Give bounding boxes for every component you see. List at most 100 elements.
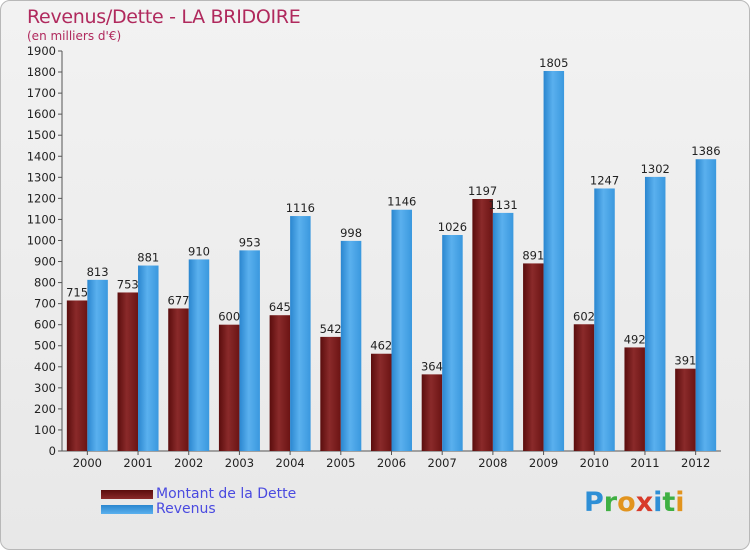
bar-revenus	[87, 279, 108, 451]
x-tick-label: 2007	[428, 456, 457, 470]
x-tick-label: 2000	[73, 456, 102, 470]
bar-revenus	[239, 250, 260, 451]
bar-revenus	[391, 209, 412, 451]
bar-dette	[624, 347, 645, 451]
logo-letter: i	[653, 487, 663, 518]
bar-dette	[117, 292, 139, 451]
data-label-dette: 364	[421, 359, 443, 373]
data-label-revenus: 1131	[488, 198, 517, 212]
data-label-dette: 753	[117, 277, 139, 291]
y-tick-label: 700	[34, 297, 56, 311]
bar-revenus	[492, 212, 514, 451]
data-label-revenus: 910	[188, 244, 210, 258]
y-tick-label: 300	[34, 381, 56, 395]
bar-dette	[573, 324, 595, 451]
bar-revenus	[543, 71, 565, 451]
y-tick-label: 1200	[27, 191, 56, 205]
data-label-dette: 602	[573, 309, 595, 323]
bar-dette	[523, 263, 544, 451]
logo-letter: o	[617, 487, 636, 518]
legend-label-revenus: Revenus	[156, 501, 216, 517]
data-label-revenus: 1116	[286, 201, 315, 215]
bar-revenus	[188, 259, 210, 451]
y-tick-label: 1300	[27, 170, 56, 184]
x-tick-label: 2005	[326, 456, 355, 470]
logo-letter: x	[635, 487, 654, 518]
logo-letter: i	[675, 487, 685, 518]
bar-revenus	[290, 216, 311, 451]
data-label-dette: 645	[269, 300, 291, 314]
chart-subtitle: (en milliers d'€)	[27, 29, 122, 43]
data-label-revenus: 1805	[539, 56, 568, 70]
data-label-dette: 542	[320, 322, 342, 336]
x-tick-label: 2004	[275, 456, 304, 470]
legend-label-dette: Montant de la Dette	[156, 486, 297, 502]
data-label-revenus: 998	[340, 226, 362, 240]
x-tick-label: 2008	[478, 456, 507, 470]
data-label-dette: 492	[624, 332, 646, 346]
x-tick-label: 2009	[529, 456, 558, 470]
data-label-dette: 1197	[468, 184, 497, 198]
data-label-revenus: 1146	[387, 195, 416, 209]
x-tick-label: 2002	[174, 456, 203, 470]
y-tick-label: 600	[34, 318, 56, 332]
x-tick-label: 2001	[123, 456, 152, 470]
y-tick-label: 1600	[27, 107, 56, 121]
bar-revenus	[695, 159, 717, 452]
bar-revenus	[442, 235, 463, 451]
x-tick-label: 2006	[377, 456, 406, 470]
chart-title: Revenus/Dette - LA BRIDOIRE	[27, 6, 301, 28]
y-tick-label: 1400	[27, 149, 56, 163]
x-tick-label: 2011	[630, 456, 659, 470]
y-tick-label: 0	[49, 444, 56, 458]
y-tick-label: 500	[34, 339, 56, 353]
bar-dette	[66, 300, 88, 451]
data-label-revenus: 1386	[691, 144, 720, 158]
y-tick-label: 1900	[27, 44, 56, 58]
data-label-revenus: 813	[87, 265, 109, 279]
logo-letter: t	[662, 487, 676, 518]
y-tick-label: 100	[34, 423, 56, 437]
logo-letter: P	[584, 487, 604, 518]
data-label-dette: 677	[168, 293, 190, 307]
data-label-dette: 600	[218, 310, 240, 324]
bar-dette	[675, 368, 696, 451]
proxiti-logo: Proxiti	[584, 487, 685, 518]
bar-dette	[218, 324, 240, 451]
bar-dette	[472, 199, 493, 451]
y-tick-label: 1100	[27, 212, 56, 226]
y-tick-label: 1700	[27, 86, 56, 100]
bar-revenus	[340, 240, 362, 451]
bar-dette	[371, 353, 392, 451]
y-tick-label: 800	[34, 276, 56, 290]
legend-swatch-dette	[101, 490, 153, 499]
data-label-dette: 715	[66, 285, 88, 299]
data-label-dette: 391	[674, 354, 696, 368]
x-tick-label: 2003	[225, 456, 254, 470]
y-tick-label: 1000	[27, 233, 56, 247]
y-tick-label: 200	[34, 402, 56, 416]
data-label-dette: 891	[522, 248, 544, 262]
legend-swatch-revenus	[101, 505, 153, 514]
data-label-revenus: 881	[137, 251, 159, 265]
data-label-revenus: 953	[239, 235, 261, 249]
bar-revenus	[644, 176, 666, 452]
y-tick-label: 1500	[27, 128, 56, 142]
bar-dette	[269, 315, 291, 451]
x-tick-label: 2010	[580, 456, 609, 470]
data-label-dette: 462	[370, 339, 392, 353]
data-label-revenus: 1026	[438, 220, 467, 234]
y-tick-label: 1800	[27, 65, 56, 79]
y-tick-label: 900	[34, 255, 56, 269]
bar-dette	[421, 374, 443, 451]
bar-revenus	[138, 265, 159, 451]
bar-dette	[320, 336, 341, 451]
bar-revenus	[594, 188, 615, 451]
bar-dette	[168, 308, 189, 451]
y-tick-label: 400	[34, 360, 56, 374]
x-tick-label: 2012	[681, 456, 710, 470]
data-label-revenus: 1302	[641, 162, 670, 176]
data-label-revenus: 1247	[590, 173, 619, 187]
